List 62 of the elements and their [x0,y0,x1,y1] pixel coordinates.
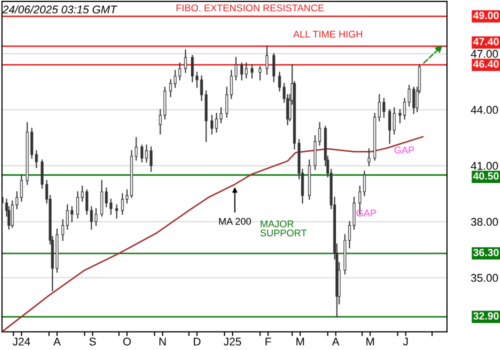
candlestick [100,180,104,217]
line-series [2,136,424,332]
x-tick-label: A [332,338,340,346]
ref-line-label: 47.40 [473,38,499,46]
candlestick [35,150,38,168]
candlestick [134,137,138,161]
candlestick [115,204,118,218]
x-tick-label: F [266,338,272,346]
x-tick-label: J24 [12,338,30,346]
x-tick-label: D [194,338,200,346]
ref-line-label: 32.90 [473,312,499,320]
candlestick [76,191,80,218]
candlestick [250,64,254,78]
candlestick [382,98,386,118]
candlestick [363,170,366,196]
annotation: MA 200 [219,218,251,225]
x-tick-label: A [53,338,61,346]
x-tick-label: M [366,338,374,346]
candlestick [388,109,392,144]
y-tick-label: 38.00 [471,218,498,226]
candlestick [378,94,381,122]
y-tick-label: 44.00 [470,106,498,114]
candlestick [169,79,172,98]
candlestick [40,160,44,189]
candlestick [178,62,182,80]
ref-line-label: 46.40 [473,60,499,68]
candlestick [258,66,262,80]
candlestick [266,46,268,75]
annotation: FIBO. EXTENSION RESISTANCE [176,4,324,12]
candlestick [158,109,162,134]
candlestick [318,122,322,146]
x-tick-label: S [89,338,96,346]
ref-line-label: 36.30 [473,248,499,256]
x-tick-label: J [403,338,408,346]
ref-line-label: 40.50 [473,172,499,180]
candlestick [110,198,112,215]
x-tick-label: M [296,338,304,346]
candlestick [30,128,34,159]
candlestick [225,86,228,118]
x-tick-label: N [159,338,166,346]
x-tick-label: O [123,338,131,346]
annotation: ALL TIME HIGH [293,30,362,38]
candlestick [278,72,281,92]
candlestick [240,62,244,80]
candlestick [61,219,64,241]
candlestick [272,53,276,82]
candlestick [174,70,177,88]
x-tick-label: J25 [224,338,242,346]
annotation: GAP [394,146,414,154]
annotation: 24/06/2025 03:15 GMT [2,5,118,14]
candlestick [104,188,108,208]
ref-line-label: 49.00 [473,12,499,20]
y-tick-label: 35.00 [471,274,498,282]
y-tick-label: 47.00 [470,50,498,58]
y-tick-label: 41.00 [470,162,498,170]
candlestick [408,84,411,106]
annotation: MAJOR SUPPORT [260,220,307,236]
candlestick [10,200,14,228]
candlestick [412,86,416,114]
candlestick [184,49,187,73]
candlestick [368,148,370,166]
candlestick [392,107,396,134]
